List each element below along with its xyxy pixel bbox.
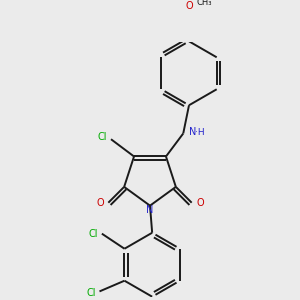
Text: N: N [189, 127, 196, 137]
Text: O: O [196, 198, 204, 208]
Text: Cl: Cl [86, 288, 96, 298]
Text: N: N [146, 205, 154, 215]
Text: Cl: Cl [89, 229, 98, 239]
Text: O: O [96, 198, 104, 208]
Text: O: O [185, 2, 193, 11]
Text: Cl: Cl [98, 132, 107, 142]
Text: ·H: ·H [195, 128, 204, 136]
Text: CH₃: CH₃ [196, 0, 212, 7]
